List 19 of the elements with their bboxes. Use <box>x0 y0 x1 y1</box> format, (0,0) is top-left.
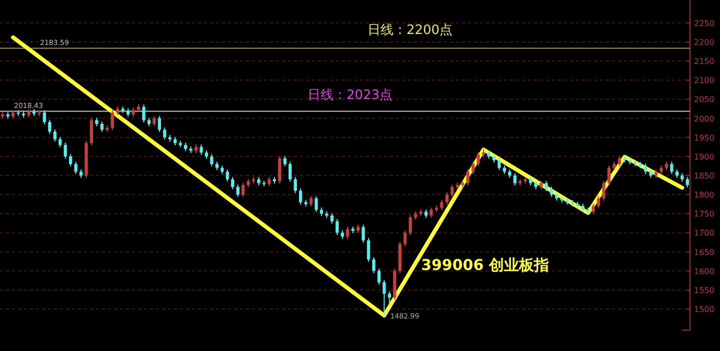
y-tick-label: 1650 <box>694 248 714 257</box>
y-tick-label: 1500 <box>694 305 714 314</box>
y-tick-label: 2000 <box>694 114 714 124</box>
annotation: 日线：2200点 <box>367 23 453 38</box>
y-tick-label: 2200 <box>694 38 714 47</box>
annotation: 399006 创业板指 <box>421 256 549 274</box>
y-tick-label: 1900 <box>694 152 714 162</box>
y-tick-label: 2150 <box>694 57 714 66</box>
y-tick-label: 1800 <box>694 190 714 200</box>
y-tick-label: 1750 <box>694 210 714 219</box>
y-tick-label: 1550 <box>694 286 714 295</box>
y-tick-label: 1950 <box>694 133 714 142</box>
y-tick-label: 2250 <box>694 18 714 28</box>
y-tick-label: 1700 <box>694 228 714 238</box>
annotation: 日线：2023点 <box>307 88 393 104</box>
y-tick-label: 2100 <box>694 76 714 86</box>
y-tick-label: 1850 <box>694 171 714 180</box>
y-tick-label: 2050 <box>694 95 714 104</box>
y-tick-label: 1600 <box>694 266 714 276</box>
